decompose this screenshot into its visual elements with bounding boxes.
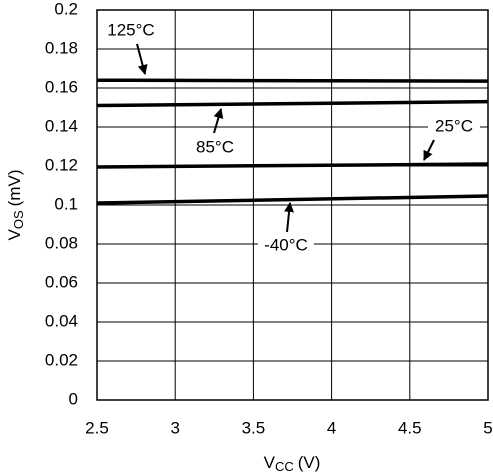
series-label: 85°C bbox=[196, 137, 234, 156]
y-tick-label: 0.06 bbox=[45, 272, 78, 291]
y-tick-label: 0.02 bbox=[45, 350, 78, 369]
y-label-sub: OS bbox=[11, 210, 26, 229]
series-line bbox=[96, 99, 489, 108]
y-label-main: V bbox=[5, 228, 24, 240]
label-bg bbox=[428, 116, 480, 138]
series-label: 125°C bbox=[107, 20, 154, 39]
x-tick-label: 2.5 bbox=[85, 418, 109, 437]
x-axis-label: VCC (V) bbox=[264, 453, 321, 474]
x-label-sub: CC bbox=[275, 459, 294, 474]
y-tick-label: 0.12 bbox=[45, 155, 78, 174]
series-line bbox=[96, 162, 489, 169]
y-tick-label: 0.18 bbox=[45, 38, 78, 57]
x-tick-label: 3.5 bbox=[242, 418, 266, 437]
series-line bbox=[96, 78, 489, 83]
series-label: 25°C bbox=[435, 116, 473, 135]
y-tick-label: 0.2 bbox=[54, 0, 78, 18]
x-label-unit: (V) bbox=[298, 453, 321, 472]
arrow bbox=[213, 108, 224, 134]
x-tick-label: 4.5 bbox=[398, 418, 422, 437]
label-bg bbox=[258, 235, 314, 257]
arrow bbox=[284, 202, 295, 233]
x-tick-label: 5 bbox=[483, 418, 492, 437]
series-line bbox=[96, 194, 489, 205]
plot-frame bbox=[96, 9, 489, 401]
y-label-unit: (mV) bbox=[5, 170, 24, 207]
y-tick-label: 0.08 bbox=[45, 233, 78, 252]
x-tick-label: 4 bbox=[327, 418, 336, 437]
label-bg bbox=[190, 137, 240, 159]
label-bg bbox=[102, 20, 160, 42]
y-tick-label: 0.04 bbox=[45, 311, 78, 330]
y-tick-label: 0.14 bbox=[45, 116, 78, 135]
arrow bbox=[136, 43, 148, 75]
arrow bbox=[423, 139, 435, 161]
y-tick-label: 0.16 bbox=[45, 77, 78, 96]
y-tick-label: 0.1 bbox=[54, 194, 78, 213]
y-tick-label: 0 bbox=[69, 389, 78, 408]
x-label-main: V bbox=[264, 453, 276, 472]
y-axis-label: VOS (mV) bbox=[5, 170, 26, 241]
series-label: -40°C bbox=[264, 235, 308, 254]
x-tick-label: 3 bbox=[170, 418, 179, 437]
